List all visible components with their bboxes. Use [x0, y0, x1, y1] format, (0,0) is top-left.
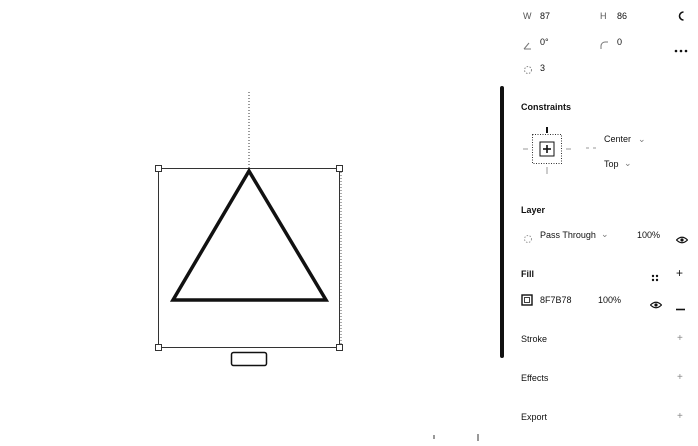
- selection-box: [158, 168, 340, 348]
- height-label: H: [600, 11, 607, 21]
- vertical-constraint-select[interactable]: Top: [604, 159, 619, 169]
- rotation-field[interactable]: 0°: [540, 37, 549, 47]
- style-grid-icon[interactable]: [651, 269, 659, 282]
- rotation-icon: [523, 37, 532, 50]
- corner-radius-field[interactable]: 0: [617, 37, 623, 47]
- more-options-icon[interactable]: [674, 40, 688, 53]
- fill-swatch[interactable]: [521, 293, 533, 306]
- panel-scrollbar[interactable]: [500, 86, 504, 358]
- corner-radius-icon: [600, 37, 609, 49]
- stroke-title: Stroke: [521, 334, 548, 344]
- eye-icon[interactable]: [675, 231, 689, 244]
- dimension-badge: [230, 351, 268, 367]
- resize-handle-top-right: [336, 165, 343, 172]
- triangle-shape: [169, 167, 330, 302]
- polygon-count-icon: [523, 62, 533, 74]
- point-count-field[interactable]: 3: [540, 63, 546, 73]
- horizontal-constraint-icon: [586, 137, 598, 149]
- chevron-down-icon: ⌄: [638, 134, 646, 144]
- effects-title: Effects: [521, 373, 549, 383]
- remove-fill-icon[interactable]: [676, 298, 685, 311]
- width-field[interactable]: 87: [540, 11, 551, 21]
- layer-title: Layer: [521, 205, 546, 215]
- height-field[interactable]: 86: [617, 11, 628, 21]
- add-effect-icon[interactable]: +: [677, 372, 683, 383]
- chevron-down-icon: ⌄: [601, 229, 609, 239]
- resize-handle-bottom-left: [155, 344, 162, 351]
- constraints-widget[interactable]: [521, 126, 573, 176]
- add-fill-icon[interactable]: +: [676, 266, 684, 280]
- blend-mode-select[interactable]: Pass Through: [540, 230, 596, 240]
- constrain-proportions-icon[interactable]: [677, 9, 686, 21]
- fill-opacity-field[interactable]: 100%: [598, 295, 622, 305]
- layer-opacity-field[interactable]: 100%: [637, 230, 661, 240]
- width-label: W: [523, 11, 532, 21]
- constraints-title: Constraints: [521, 102, 572, 112]
- export-title: Export: [521, 412, 548, 422]
- fill-title: Fill: [521, 269, 534, 279]
- resize-handle-bottom-right: [336, 344, 343, 351]
- canvas-drawing: [155, 92, 479, 441]
- eye-icon[interactable]: [649, 296, 663, 309]
- add-export-icon[interactable]: +: [677, 411, 683, 422]
- chevron-down-icon: ⌄: [624, 158, 632, 168]
- design-canvas[interactable]: [0, 0, 498, 441]
- resize-handle-top-left: [155, 165, 162, 172]
- blend-mode-icon: [523, 231, 533, 243]
- fill-hex-field[interactable]: 8F7B78: [540, 295, 572, 305]
- add-stroke-icon[interactable]: +: [677, 333, 683, 344]
- horizontal-constraint-select[interactable]: Center: [604, 134, 632, 144]
